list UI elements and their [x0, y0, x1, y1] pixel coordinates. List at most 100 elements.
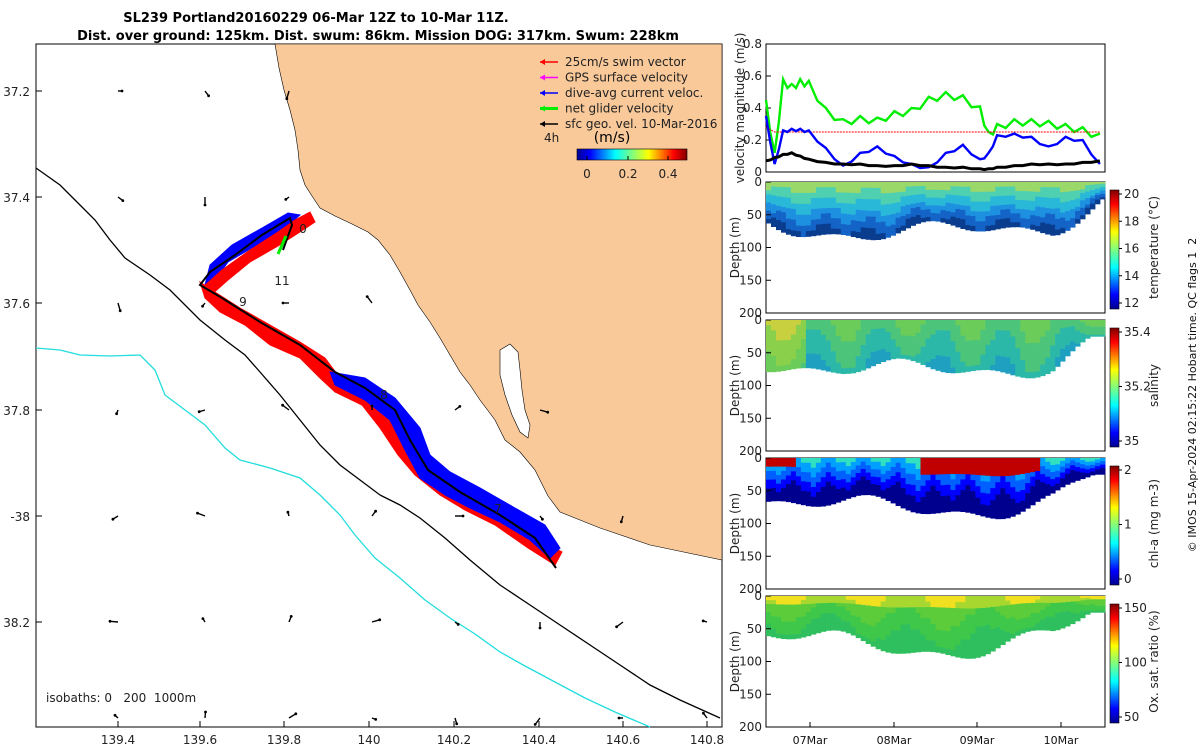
- section-cell: [1010, 469, 1016, 476]
- section-cell: [1065, 479, 1071, 483]
- legend-arrowhead: [540, 90, 545, 96]
- section-cell: [1090, 195, 1096, 199]
- section-cell: [1040, 486, 1046, 491]
- section-cell: [845, 187, 852, 193]
- section-cell: [840, 341, 847, 348]
- section-cell: [930, 339, 936, 345]
- section-cell: [865, 182, 872, 189]
- depth-tick-label: 50: [747, 484, 762, 498]
- section-cell: [800, 500, 807, 506]
- section-cell: [1050, 325, 1056, 331]
- section-cell: [825, 360, 832, 367]
- section-cell: [830, 602, 837, 607]
- section-cell: [776, 350, 782, 357]
- section-cell: [945, 468, 951, 475]
- section-cell: [1080, 193, 1086, 198]
- section-cell: [915, 354, 921, 359]
- section-cell: [1095, 182, 1101, 185]
- section-cell: [980, 320, 986, 326]
- section-cell: [935, 205, 941, 210]
- section-cell: [920, 217, 926, 223]
- section-cell: [865, 358, 872, 364]
- section-cell: [910, 474, 916, 480]
- section-cell: [1015, 508, 1021, 515]
- section-cell: [1030, 623, 1036, 628]
- section-cell: [1005, 182, 1011, 187]
- section-cell: [805, 491, 812, 497]
- section-cell: [850, 182, 857, 188]
- section-cell: [1065, 186, 1071, 192]
- section-cell: [990, 330, 996, 336]
- section-cell: [785, 492, 792, 498]
- section-cell: [955, 204, 961, 210]
- section-cell: [905, 339, 911, 344]
- section-cell: [940, 624, 946, 631]
- section-cell: [855, 488, 862, 493]
- section-cell: [1080, 462, 1086, 465]
- section-cell: [870, 205, 877, 212]
- section-cell: [835, 613, 842, 617]
- section-cell: [950, 468, 956, 475]
- section-cell: [880, 478, 887, 483]
- section-cell: [1025, 186, 1031, 192]
- section-cell: [790, 320, 797, 326]
- section-cell: [990, 325, 996, 331]
- section-cell: [840, 229, 847, 235]
- section-cell: [885, 483, 891, 489]
- section-cell: [980, 487, 986, 494]
- section-cell: [960, 651, 966, 659]
- section-cell: [930, 485, 936, 492]
- section-cell: [1000, 600, 1006, 607]
- section-cell: [990, 350, 996, 356]
- section-cell: [776, 496, 782, 502]
- section-cell: [870, 606, 877, 612]
- section-cell: [1080, 335, 1086, 338]
- section-cell: [800, 339, 807, 345]
- section-cell: [985, 630, 991, 637]
- section-cell: [1090, 320, 1096, 322]
- section-cell: [970, 365, 976, 372]
- section-cell: [900, 636, 906, 643]
- section-colorbar-tick: 1: [1124, 518, 1132, 532]
- section-cell: [800, 220, 807, 227]
- section-cell: [880, 182, 887, 189]
- section-cell: [850, 627, 857, 632]
- section-cell: [980, 344, 986, 351]
- section-cell: [820, 624, 827, 629]
- section-cell: [1025, 209, 1031, 215]
- section-cell: [1035, 626, 1041, 631]
- section-cell: [805, 214, 812, 221]
- section-cell: [970, 320, 976, 326]
- colorbar-tick-label: 0.2: [618, 167, 637, 181]
- section-cell: [910, 352, 916, 357]
- section-cell: [785, 596, 792, 601]
- section-cell: [1040, 202, 1046, 208]
- section-cell: [840, 596, 847, 600]
- section-cell: [875, 611, 882, 618]
- section-cell: [1015, 463, 1021, 470]
- section-cell: [1010, 186, 1016, 192]
- section-cell: [915, 480, 921, 486]
- section-cell: [940, 647, 946, 654]
- section-cell: [1025, 354, 1031, 361]
- section-cell: [875, 228, 882, 235]
- section-cell: [815, 458, 822, 464]
- section-cell: [1050, 486, 1056, 490]
- section-colorbar-tick: 18: [1124, 214, 1139, 228]
- section-cell: [880, 349, 887, 354]
- section-cell: [840, 213, 847, 220]
- section-cell: [820, 345, 827, 351]
- section-cell: [950, 474, 956, 480]
- section-cell: [895, 197, 901, 203]
- section-colorbar-label: salinity: [1147, 364, 1161, 407]
- section-cell: [1095, 466, 1101, 469]
- section-cell: [1070, 326, 1076, 330]
- section-cell: [845, 494, 852, 499]
- section-cell: [1075, 186, 1081, 191]
- section-cell: [785, 218, 792, 225]
- section-cell: [985, 359, 991, 366]
- section-cell: [785, 484, 792, 489]
- section-cell: [915, 341, 921, 346]
- section-cell: [940, 210, 946, 215]
- section-cell: [935, 345, 941, 351]
